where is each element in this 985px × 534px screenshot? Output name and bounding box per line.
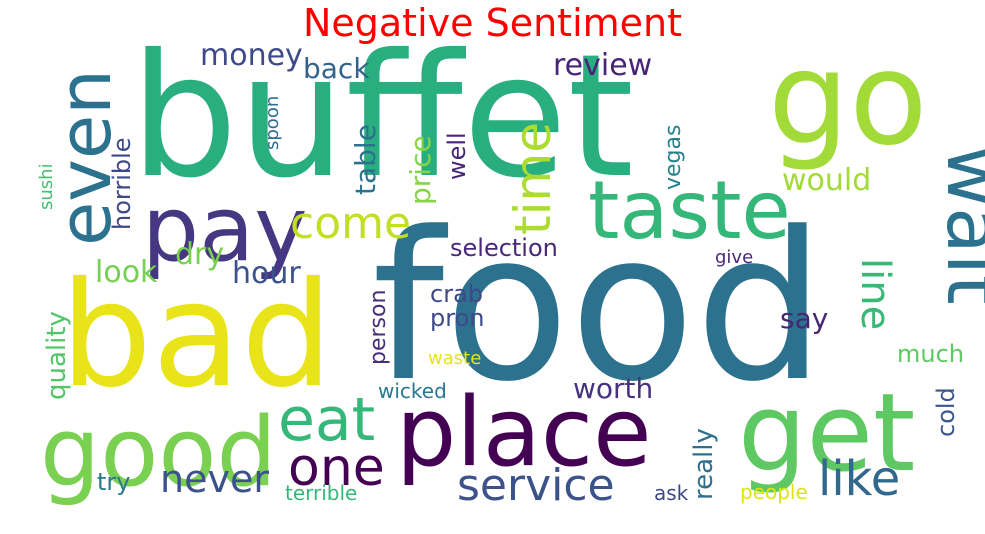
word-wicked: wicked	[378, 379, 447, 403]
word-terrible: terrible	[285, 481, 357, 505]
word-get: get	[738, 371, 915, 496]
word-even: even	[43, 69, 127, 246]
word-bad: bad	[60, 251, 333, 420]
word-selection: selection	[450, 234, 558, 262]
word-never: never	[160, 457, 269, 501]
word-really: really	[689, 428, 719, 500]
word-service: service	[457, 460, 615, 511]
word-price: price	[404, 135, 437, 205]
word-much: much	[897, 340, 964, 368]
word-eat: eat	[278, 385, 375, 455]
word-waste: waste	[428, 348, 481, 369]
word-crab: crab	[430, 280, 483, 308]
word-one: one	[288, 438, 385, 498]
word-say: say	[780, 302, 828, 335]
word-well: well	[443, 132, 471, 180]
word-table: table	[349, 124, 382, 195]
word-money: money	[200, 38, 303, 73]
word-worth: worth	[573, 372, 653, 405]
word-ask: ask	[654, 481, 689, 505]
word-person: person	[366, 290, 391, 365]
word-horrible: horrible	[108, 137, 136, 230]
word-spoon: spoon	[262, 96, 283, 150]
word-buffet: buffet	[130, 18, 634, 216]
word-time: time	[504, 122, 562, 235]
word-vegas: vegas	[661, 125, 686, 190]
word-hour: hour	[232, 256, 301, 291]
word-cold: cold	[932, 387, 960, 437]
word-line: line	[852, 258, 898, 330]
word-people: people	[740, 480, 808, 504]
word-look: look	[95, 255, 158, 290]
page-title: Negative Sentiment	[302, 1, 683, 45]
word-review: review	[553, 48, 652, 83]
word-would: would	[782, 163, 871, 198]
word-come: come	[290, 198, 411, 249]
word-wait: wait	[930, 145, 985, 305]
word-like: like	[818, 451, 900, 507]
word-try: try	[97, 468, 130, 496]
word-good: good	[40, 398, 277, 508]
word-pay: pay	[142, 177, 308, 282]
word-taste: taste	[588, 164, 791, 257]
word-back: back	[303, 52, 370, 85]
word-give: give	[715, 247, 753, 268]
word-sushi: sushi	[36, 163, 57, 210]
word-quality: quality	[42, 311, 72, 400]
word-dry: dry	[175, 237, 224, 272]
word-place: place	[396, 378, 652, 488]
word-food: food	[372, 189, 825, 427]
word-go: go	[768, 25, 928, 174]
word-pron: pron	[430, 304, 484, 332]
